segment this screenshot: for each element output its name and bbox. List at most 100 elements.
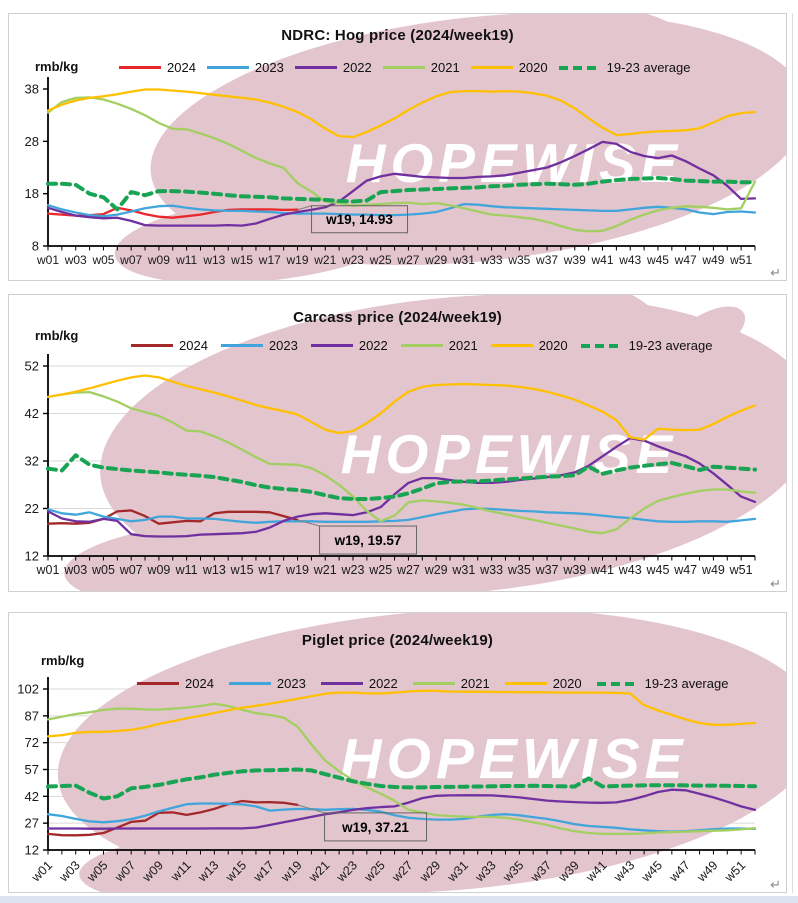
page-edge-line [792, 13, 793, 893]
legend-label: 2021 [448, 338, 478, 353]
legend-label: 2022 [358, 338, 388, 353]
legend-label: 2024 [185, 676, 214, 691]
svg-text:w01: w01 [36, 253, 59, 267]
svg-text:12: 12 [25, 843, 39, 858]
svg-text:w19, 19.57: w19, 19.57 [334, 533, 402, 548]
legend-label: 19-23 average [628, 338, 713, 353]
y-tick-labels: 12 22 32 42 52 [25, 359, 39, 564]
svg-text:w03: w03 [56, 858, 83, 885]
legend-label: 2022 [342, 60, 372, 75]
hopewise-watermark: HOPEWISE [57, 613, 786, 892]
svg-text:w49: w49 [701, 563, 725, 577]
legend-item-2024: 2024 [137, 676, 214, 691]
series-2024 [46, 799, 299, 837]
svg-text:w43: w43 [618, 253, 641, 267]
svg-text:57: 57 [25, 762, 39, 777]
svg-text:w41: w41 [591, 253, 614, 267]
svg-text:w17: w17 [257, 563, 281, 577]
series-2020 [46, 689, 757, 738]
svg-text:28: 28 [25, 134, 39, 149]
svg-text:18: 18 [25, 186, 39, 201]
series-2023 [46, 202, 757, 218]
svg-text:w21: w21 [313, 563, 337, 577]
svg-text:w51: w51 [729, 563, 753, 577]
svg-text:52: 52 [25, 359, 39, 374]
legend-swatch [119, 66, 161, 69]
svg-text:w01: w01 [36, 563, 60, 577]
chart-legend: 2024 2023 2022 2021 2020 19-23 average [131, 338, 712, 353]
legend-item-2022: 2022 [320, 676, 398, 691]
svg-text:8: 8 [32, 239, 39, 254]
footer-bar [0, 896, 798, 903]
hopewise-watermark: HOPEWISE [114, 14, 786, 280]
annotation-callout: w19, 19.57 [297, 519, 418, 555]
chart-title: Piglet price (2024/week19) [301, 632, 494, 649]
axes [43, 77, 756, 251]
legend-item-19-23-average: 19-23 average [580, 338, 713, 353]
series-2023 [46, 802, 757, 833]
svg-text:w25: w25 [369, 253, 392, 267]
legend-swatch [382, 66, 425, 69]
legend-item-19-23-average: 19-23 average [596, 676, 729, 691]
x-tick-labels: w01 w03 w05 w07 w09 w11 w13 w15 w17 w19 w21 w23 w25 w… [36, 253, 752, 267]
legend-item-2021: 2021 [382, 60, 460, 75]
legend-label: 2023 [254, 60, 284, 75]
y-tick-labels: 12 27 42 57 72 87 102 [17, 682, 39, 858]
legend-item-2024: 2024 [131, 338, 208, 353]
svg-text:w35: w35 [507, 253, 530, 267]
axes [43, 354, 756, 561]
watermark-text: HOPEWISE [341, 423, 677, 485]
legend-swatch [310, 344, 353, 347]
svg-text:w47: w47 [674, 253, 697, 267]
svg-text:w27: w27 [396, 563, 420, 577]
series-2022 [46, 140, 757, 227]
svg-text:w31: w31 [451, 563, 475, 577]
chart-legend: 2024 2023 2022 2021 2020 19-23 average [137, 676, 728, 691]
svg-text:w39: w39 [563, 253, 586, 267]
y-axis-unit-label: rmb/kg [41, 653, 85, 668]
series-2023 [46, 507, 757, 524]
svg-text:87: 87 [25, 708, 39, 723]
legend-swatch [400, 344, 443, 347]
svg-text:38: 38 [25, 82, 39, 97]
svg-text:w45: w45 [646, 253, 669, 267]
svg-text:w17: w17 [258, 253, 281, 267]
svg-text:w03: w03 [64, 253, 87, 267]
series-19-23-average [46, 767, 757, 801]
legend-item-2022: 2022 [310, 338, 388, 353]
series-2021 [46, 702, 757, 836]
legend-label: 2020 [538, 338, 568, 353]
svg-text:w05: w05 [91, 253, 114, 267]
legend-label: 2024 [179, 338, 208, 353]
return-mark-icon: ↵ [770, 265, 781, 280]
svg-text:w19, 14.93: w19, 14.93 [325, 212, 393, 227]
legend-swatch [580, 343, 623, 348]
legend-label: 19-23 average [644, 676, 729, 691]
legend-label: 2021 [430, 60, 460, 75]
chart-title: Carcass price (2024/week19) [293, 309, 502, 326]
svg-text:42: 42 [25, 406, 39, 421]
svg-text:w49: w49 [694, 858, 721, 885]
legend-label: 2020 [552, 676, 582, 691]
y-tick-labels: 8 18 28 38 [25, 82, 39, 254]
legend-swatch [490, 344, 533, 347]
watermark-text: HOPEWISE [340, 727, 687, 791]
svg-text:w09: w09 [146, 563, 170, 577]
svg-text:w41: w41 [590, 563, 614, 577]
svg-text:w29: w29 [424, 253, 447, 267]
svg-text:w11: w11 [175, 253, 197, 267]
chart-title: NDRC: Hog price (2024/week19) [281, 27, 514, 44]
legend-label: 19-23 average [606, 60, 691, 75]
svg-text:w51: w51 [721, 858, 748, 885]
legend-label: 2022 [368, 676, 398, 691]
svg-text:w47: w47 [673, 563, 697, 577]
piglet-price-chart-panel: HOPEWISE 12 27 42 57 72 87 102 w01 w03 w05 w07 w09 w1… [8, 612, 787, 893]
legend-item-2020: 2020 [504, 676, 582, 691]
legend-swatch [206, 66, 249, 69]
svg-text:w23: w23 [341, 253, 364, 267]
hog-price-chart-panel: HOPEWISE 8 18 28 38 w01 w03 w05 w07 w09 w11 w13 w15 w… [8, 13, 787, 281]
series-19-23-average [46, 176, 757, 212]
svg-text:12: 12 [25, 549, 39, 564]
svg-text:w13: w13 [202, 563, 226, 577]
